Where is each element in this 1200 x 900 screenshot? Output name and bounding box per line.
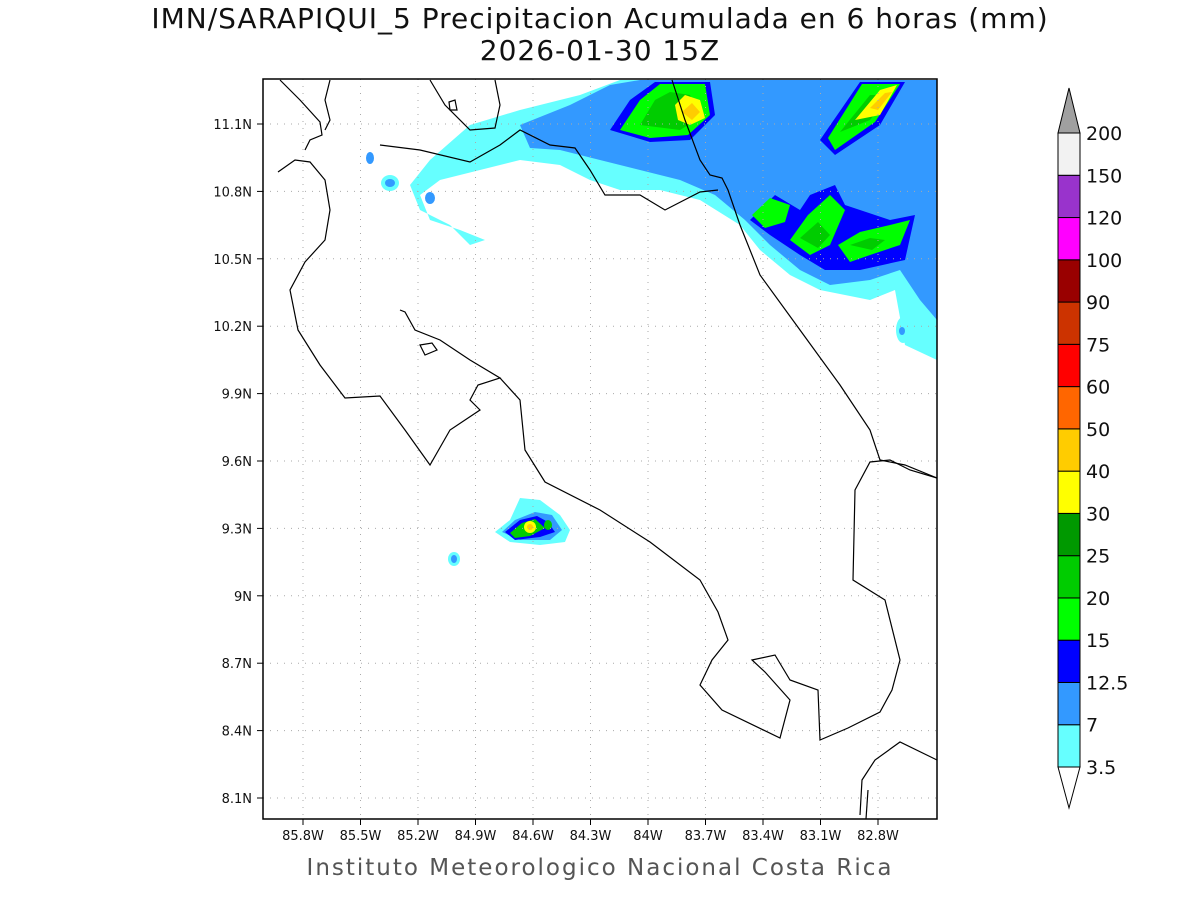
colorbar-swatch [1057, 217, 1081, 261]
lon-tick-label: 83.1W [800, 829, 842, 844]
colorbar-swatch [1057, 343, 1081, 388]
colorbar-under-arrow [1057, 766, 1081, 810]
colorbar-swatch [1057, 724, 1081, 768]
colorbar-label: 15 [1086, 630, 1110, 652]
colorbar-label: 90 [1086, 292, 1110, 314]
lon-tick-label: 83.7W [685, 829, 727, 844]
colorbar-swatch [1057, 639, 1081, 683]
colorbar-swatch [1057, 174, 1081, 219]
colorbar-label: 200 [1086, 123, 1122, 145]
lat-tick-label: 8.4N [222, 725, 252, 740]
colorbar-label: 40 [1086, 461, 1110, 483]
lon-tick-label: 82.8W [857, 829, 899, 844]
lat-tick-label: 9.3N [222, 522, 252, 537]
lon-tick-label: 85.8W [282, 829, 324, 844]
colorbar-label: 150 [1086, 165, 1122, 187]
precip-field [366, 80, 937, 566]
map-grid [263, 79, 937, 819]
precip-contour-20 [640, 92, 890, 250]
axis-ticks: 85.8W 85.5W 85.2W 84.9W 84.6W 84.3W 84W 83.7W 83… [213, 118, 899, 844]
colorbar-swatch [1057, 259, 1081, 303]
colorbar-label: 30 [1086, 503, 1110, 525]
colorbar-label: 20 [1086, 588, 1110, 610]
lon-tick-label: 83.4W [742, 829, 784, 844]
colorbar-label: 7 [1086, 715, 1098, 737]
colorbar-swatch [1057, 555, 1081, 599]
map-valid-time: 2026-01-30 15Z [479, 34, 721, 67]
colorbar-label: 25 [1086, 546, 1110, 568]
lat-tick-label: 10.5N [213, 253, 252, 268]
lat-tick-label: 8.7N [222, 657, 252, 672]
lat-tick-label: 10.8N [213, 185, 252, 200]
colorbar-swatch [1057, 512, 1081, 557]
colorbar-swatch [1057, 301, 1081, 345]
colorbar-swatch [1057, 597, 1081, 641]
coastlines [277, 79, 937, 819]
colorbar-label: 120 [1086, 208, 1122, 230]
lat-tick-label: 9.9N [222, 388, 252, 403]
lon-tick-label: 85.5W [340, 829, 382, 844]
colorbar-label: 3.5 [1086, 757, 1116, 779]
map-frame [262, 78, 938, 820]
precip-contour-15 [620, 84, 910, 262]
colorbar: 3.5 7 12.5 15 20 25 30 40 50 60 75 90 100 120 150 200 [1057, 87, 1128, 810]
precip-contour-30 [675, 85, 897, 125]
lon-tick-label: 85.2W [397, 829, 439, 844]
colorbar-over-arrow [1057, 87, 1081, 134]
lon-tick-label: 84.3W [570, 829, 612, 844]
map-title: IMN/SARAPIQUI_5 Precipitacion Acumulada … [151, 2, 1049, 35]
colorbar-label: 50 [1086, 419, 1110, 441]
colorbar-swatch [1057, 428, 1081, 472]
lat-tick-label: 8.1N [222, 792, 252, 807]
colorbar-label: 100 [1086, 250, 1122, 272]
lon-tick-label: 84.9W [455, 829, 497, 844]
lon-tick-label: 84.6W [512, 829, 554, 844]
colorbar-label: 12.5 [1086, 672, 1128, 694]
colorbar-label: 60 [1086, 377, 1110, 399]
lat-tick-label: 10.2N [213, 320, 252, 335]
colorbar-swatch [1057, 386, 1081, 430]
colorbar-swatch [1057, 681, 1081, 726]
colorbar-label: 75 [1086, 334, 1110, 356]
lon-tick-label: 84W [633, 829, 663, 844]
colorbar-swatch [1057, 132, 1081, 176]
lat-tick-label: 11.1N [213, 118, 252, 133]
lat-tick-label: 9N [234, 590, 252, 605]
lat-tick-label: 9.6N [222, 455, 252, 470]
precip-cell-osa [448, 498, 570, 566]
footer-credit: Instituto Meteorologico Nacional Costa R… [306, 855, 894, 881]
colorbar-swatch [1057, 470, 1081, 514]
